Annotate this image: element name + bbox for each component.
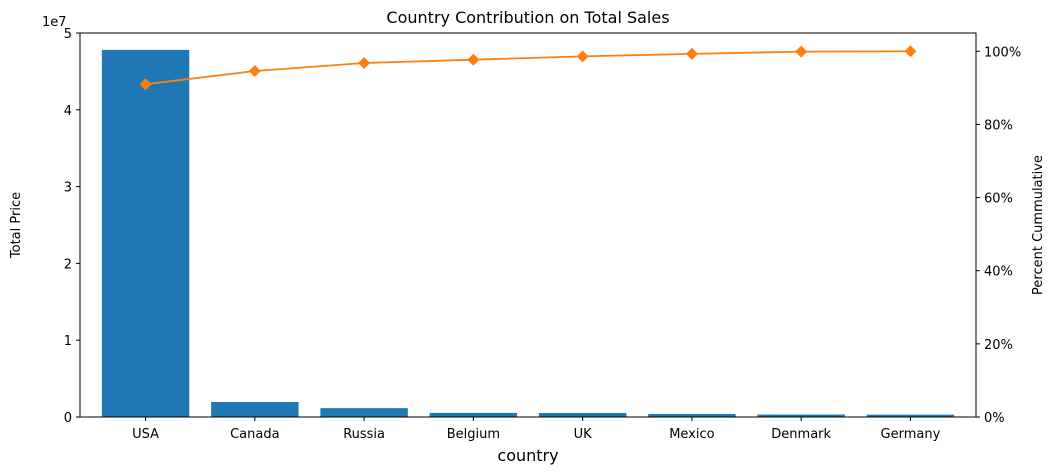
x-tick-label: Mexico [669, 427, 714, 442]
ticks-group: 0 1 2 3 4 5 0% 20% 40% 60% 80% 100% USA Canada Russia B… [64, 27, 1021, 442]
y-tick-label: 2 [64, 257, 72, 272]
cumulative-point-russia [358, 56, 371, 69]
x-axis-label: country [497, 446, 558, 465]
cumulative-point-uk [576, 50, 589, 63]
cumulative-point-belgium [467, 53, 480, 66]
bar-mexico [648, 414, 736, 417]
cumulative-point-usa [139, 78, 152, 91]
y-tick-label: 3 [64, 181, 72, 196]
y2-tick-label: 60% [984, 192, 1013, 207]
bar-canada [211, 402, 299, 417]
bar-germany [866, 414, 955, 417]
y-tick-label: 5 [64, 27, 72, 42]
y2-tick-label: 40% [984, 265, 1013, 280]
x-tick-label: UK [574, 427, 593, 442]
y-axis-label: Total Price [9, 192, 24, 259]
cumulative-line [145, 50, 911, 86]
plot-frame [79, 32, 977, 418]
x-tick-label: Russia [343, 427, 385, 442]
bar-belgium [429, 412, 518, 417]
y-tick-label: 0 [64, 411, 72, 426]
y2-tick-label: 100% [984, 45, 1021, 60]
axes-group [79, 32, 977, 418]
y2-tick-label: 80% [984, 118, 1013, 133]
x-tick-label: Germany [881, 427, 941, 442]
y2-tick-label: 0% [984, 411, 1005, 426]
x-tick-label: Belgium [447, 427, 500, 442]
bar-usa [101, 49, 190, 418]
bar-russia [320, 408, 408, 417]
y-tick-label: 1 [64, 334, 72, 349]
bars-group [101, 49, 955, 418]
y-tick-label: 4 [64, 104, 72, 119]
cumulative-point-canada [248, 65, 261, 78]
x-tick-label: Denmark [771, 427, 831, 442]
y2-tick-label: 20% [984, 338, 1013, 353]
x-tick-label: USA [132, 427, 159, 442]
cumulative-line-group [139, 45, 917, 91]
chart-title: Country Contribution on Total Sales [386, 8, 669, 27]
bar-uk [538, 413, 627, 417]
y-offset-text: 1e7 [42, 15, 67, 30]
cumulative-point-germany [904, 45, 917, 58]
cumulative-point-mexico [685, 47, 698, 60]
cumulative-point-denmark [795, 45, 808, 58]
y2-axis-label: Percent Cummulative [1031, 155, 1046, 295]
bar-denmark [757, 414, 845, 417]
x-tick-label: Canada [230, 427, 279, 442]
